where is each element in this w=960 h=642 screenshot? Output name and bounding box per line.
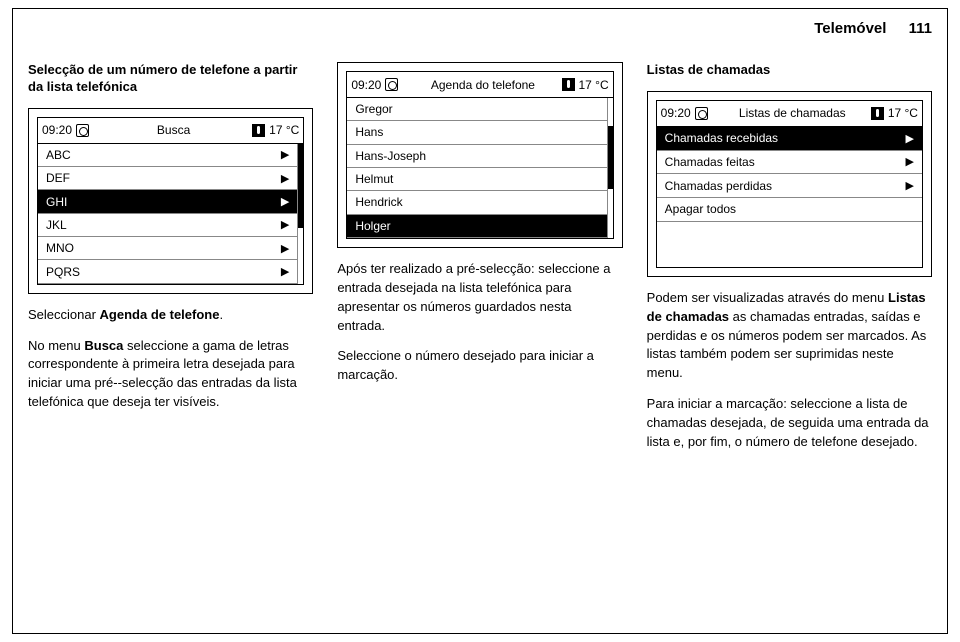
list-item[interactable]: JKL ▶ [38, 214, 303, 237]
column-3: Listas de chamadas 09:20 Listas de chama… [647, 62, 932, 452]
content-columns: Selecção de um número de telefone a part… [28, 62, 932, 452]
clock-icon [76, 124, 89, 137]
list-item-label: Gregor [355, 102, 392, 116]
text: No menu [28, 338, 84, 353]
scrollbar[interactable] [607, 98, 613, 238]
screen-header: 09:20 Agenda do telefone 17 °C [347, 72, 612, 98]
list-item-label: Chamadas recebidas [665, 131, 778, 145]
list-item-empty [657, 222, 922, 245]
text: Seleccionar [28, 307, 100, 322]
section-title: Telemóvel [814, 20, 886, 37]
bold-text: Agenda de telefone [100, 307, 220, 322]
col1-para1: Seleccionar Agenda de telefone. [28, 306, 313, 325]
scrollbar-thumb[interactable] [608, 126, 613, 189]
col1-para2: No menu Busca seleccione a gama de letra… [28, 337, 313, 412]
column-2: 09:20 Agenda do telefone 17 °C Gregor Han… [337, 62, 622, 452]
list-item[interactable]: ABC ▶ [38, 144, 303, 167]
list-item-label: JKL [46, 218, 67, 232]
chevron-right-icon: ▶ [281, 172, 289, 185]
screen-inner: 09:20 Listas de chamadas 17 °C Chamadas … [656, 100, 923, 268]
list-item[interactable]: Chamadas recebidas ▶ [657, 127, 922, 151]
col3-para2: Para iniciar a marcação: seleccione a li… [647, 395, 932, 452]
list-item-label: ABC [46, 148, 71, 162]
screen-inner: 09:20 Busca 17 °C ABC▶DEF▶GHI▶JKL▶MNO▶PQ… [37, 117, 304, 285]
thermometer-icon [562, 78, 575, 91]
list-item-label: Holger [355, 219, 390, 233]
list-item-label: Apagar todos [665, 202, 736, 216]
list-item[interactable]: Helmut [347, 168, 612, 191]
list-item-empty [657, 244, 922, 267]
list-item[interactable]: Hans [347, 121, 612, 144]
chevron-right-icon: ▶ [906, 132, 914, 145]
bold-text: Busca [84, 338, 123, 353]
screen-title: Listas de chamadas [714, 106, 871, 120]
chevron-right-icon: ▶ [281, 195, 289, 208]
temp-label: 17 °C [269, 123, 299, 137]
list-item[interactable]: Holger [347, 215, 612, 238]
text: Podem ser visualizadas através do menu [647, 290, 888, 305]
list-item[interactable]: GHI ▶ [38, 190, 303, 213]
column-1: Selecção de um número de telefone a part… [28, 62, 313, 452]
list-item-label: Helmut [355, 172, 393, 186]
list-item[interactable]: Gregor [347, 98, 612, 121]
chevron-right-icon: ▶ [906, 155, 914, 168]
screen-list: ABC ▶ DEF ▶ GHI ▶ JKL ▶ MNO ▶ PQRS ▶ [38, 144, 303, 284]
screen-header: 09:20 Listas de chamadas 17 °C [657, 101, 922, 127]
list-item[interactable]: Chamadas feitas ▶ [657, 151, 922, 175]
time-label: 09:20 [661, 106, 691, 120]
list-item[interactable]: Apagar todos [657, 198, 922, 222]
list-item-label: Chamadas feitas [665, 155, 755, 169]
col2-para2: Seleccione o número desejado para inicia… [337, 347, 622, 385]
screen-list: Chamadas recebidas▶Chamadas feitas▶Chama… [657, 127, 922, 267]
scrollbar[interactable] [297, 144, 303, 284]
page-number: 111 [909, 20, 932, 37]
thermometer-icon [871, 107, 884, 120]
time-label: 09:20 [351, 78, 381, 92]
temp-label: 17 °C [888, 106, 918, 120]
screen-list: Gregor Hans Hans-Joseph Helmut Hendrick Holge… [347, 98, 612, 238]
scrollbar-thumb[interactable] [298, 144, 303, 228]
temp-label: 17 °C [579, 78, 609, 92]
list-item[interactable]: DEF ▶ [38, 167, 303, 190]
chevron-right-icon: ▶ [281, 242, 289, 255]
text: . [219, 307, 223, 322]
col2-para1: Após ter realizado a pré-selecção: selec… [337, 260, 622, 335]
list-item-label: Hendrick [355, 195, 402, 209]
list-item-label: MNO [46, 241, 74, 255]
chevron-right-icon: ▶ [281, 218, 289, 231]
list-item-label: DEF [46, 171, 70, 185]
list-item[interactable]: PQRS ▶ [38, 260, 303, 283]
clock-icon [695, 107, 708, 120]
screenshot-listas: 09:20 Listas de chamadas 17 °C Chamadas … [647, 91, 932, 277]
col3-title: Listas de chamadas [647, 62, 932, 79]
chevron-right-icon: ▶ [906, 179, 914, 192]
page-header: Telemóvel 111 [814, 20, 932, 37]
screenshot-busca: 09:20 Busca 17 °C ABC▶DEF▶GHI▶JKL▶MNO▶PQ… [28, 108, 313, 294]
list-item[interactable]: MNO ▶ [38, 237, 303, 260]
col3-para1: Podem ser visualizadas através do menu L… [647, 289, 932, 383]
screen-title: Busca [95, 123, 252, 137]
thermometer-icon [252, 124, 265, 137]
screen-title: Agenda do telefone [404, 78, 561, 92]
clock-icon [385, 78, 398, 91]
list-item[interactable]: Hendrick [347, 191, 612, 214]
list-item-label: PQRS [46, 265, 80, 279]
time-label: 09:20 [42, 123, 72, 137]
list-item[interactable]: Hans-Joseph [347, 145, 612, 168]
screen-header: 09:20 Busca 17 °C [38, 118, 303, 144]
list-item[interactable]: Chamadas perdidas ▶ [657, 174, 922, 198]
list-item-label: GHI [46, 195, 67, 209]
chevron-right-icon: ▶ [281, 148, 289, 161]
col1-title: Selecção de um número de telefone a part… [28, 62, 313, 96]
list-item-label: Hans-Joseph [355, 149, 426, 163]
list-item-label: Chamadas perdidas [665, 179, 772, 193]
screenshot-agenda: 09:20 Agenda do telefone 17 °C Gregor Han… [337, 62, 622, 248]
list-item-label: Hans [355, 125, 383, 139]
chevron-right-icon: ▶ [281, 265, 289, 278]
screen-inner: 09:20 Agenda do telefone 17 °C Gregor Han… [346, 71, 613, 239]
